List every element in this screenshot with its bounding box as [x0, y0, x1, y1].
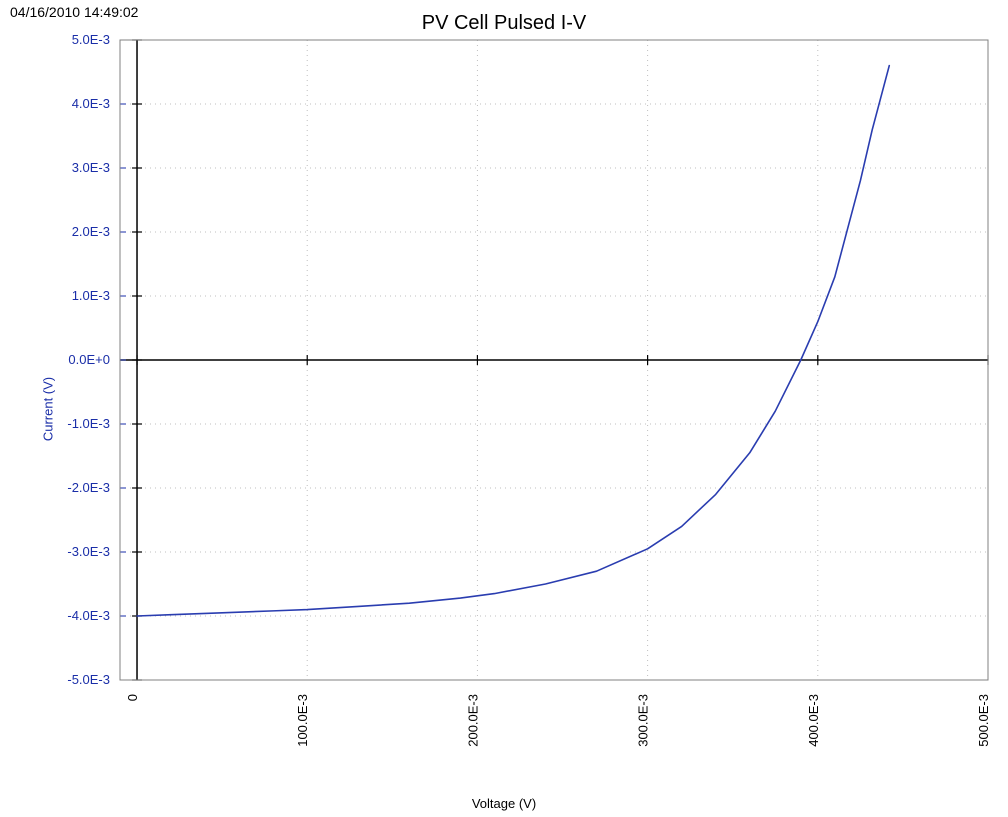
x-axis-label: Voltage (V)	[0, 796, 1008, 811]
y-tick-label: 5.0E-3	[72, 32, 110, 47]
y-tick-label: 2.0E-3	[72, 224, 110, 239]
x-tick-label: 300.0E-3	[636, 694, 651, 747]
x-tick-label: 100.0E-3	[295, 694, 310, 747]
y-axis-label: Current (V)	[41, 376, 56, 440]
iv-chart: -5.0E-3 -4.0E-3 -3.0E-3 -2.0E-3 -1.0E-3 0.0E+…	[0, 0, 1008, 817]
y-tick-label: 0.0E+0	[68, 352, 110, 367]
x-tick-label: 500.0E-3	[976, 694, 991, 747]
y-tick-label: -4.0E-3	[67, 608, 110, 623]
y-tick-label: -5.0E-3	[67, 672, 110, 687]
y-tick-label: -1.0E-3	[67, 416, 110, 431]
x-tick-label: 0	[125, 694, 140, 701]
y-tick-label: 4.0E-3	[72, 96, 110, 111]
x-tick-label: 200.0E-3	[465, 694, 480, 747]
chart-container: -5.0E-3 -4.0E-3 -3.0E-3 -2.0E-3 -1.0E-3 0.0E+…	[0, 0, 1008, 817]
y-tick-label: 3.0E-3	[72, 160, 110, 175]
y-tick-label: -2.0E-3	[67, 480, 110, 495]
y-tick-label: -3.0E-3	[67, 544, 110, 559]
y-tick-label: 1.0E-3	[72, 288, 110, 303]
x-tick-label: 400.0E-3	[806, 694, 821, 747]
